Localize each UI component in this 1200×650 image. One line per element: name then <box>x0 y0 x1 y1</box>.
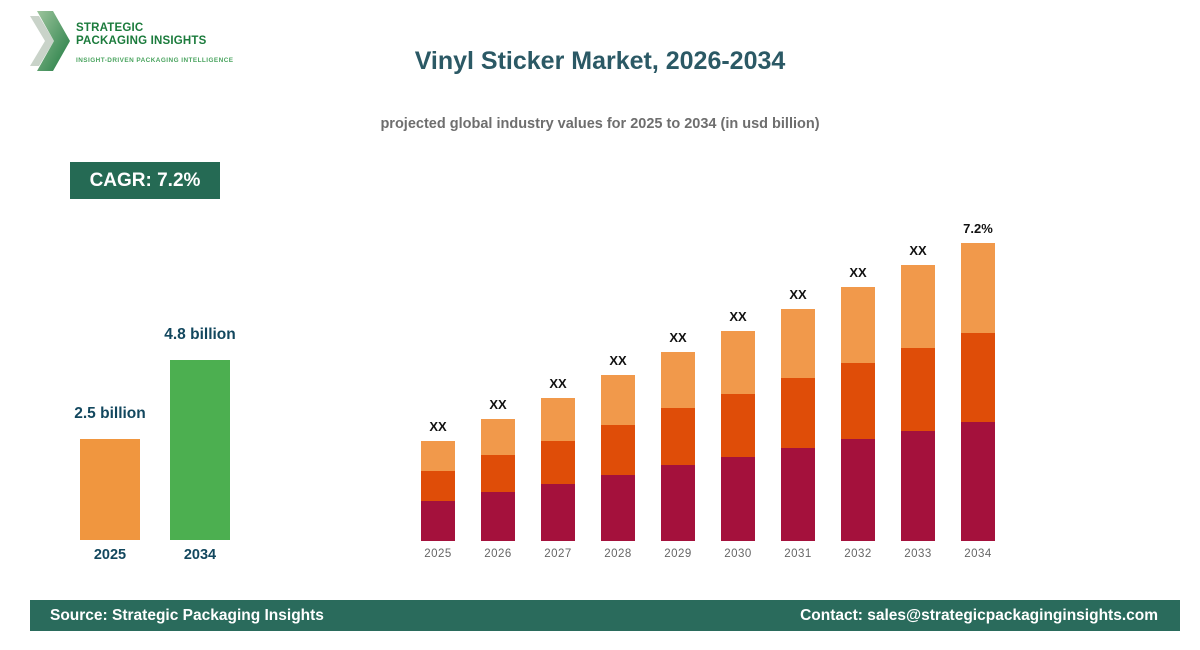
segment-bottom-2032 <box>841 439 875 541</box>
stacked-year-label-2027: 2027 <box>544 548 572 560</box>
segment-top-2028 <box>601 375 635 425</box>
stacked-bar-value-label-2033: XX <box>909 243 927 258</box>
stacked-bar-2034 <box>961 243 995 541</box>
stacked-bar-value-label-2031: XX <box>789 287 807 302</box>
segment-bottom-2029 <box>661 465 695 541</box>
stacked-year-label-2028: 2028 <box>604 548 632 560</box>
page-title: Vinyl Sticker Market, 2026-2034 <box>414 47 786 75</box>
segment-middle-2032 <box>841 363 875 439</box>
chevron-logo-icon <box>30 11 70 71</box>
stacked-bar-value-label-2026: XX <box>489 397 507 412</box>
segment-bottom-2030 <box>721 457 755 541</box>
logo: STRATEGIC PACKAGING INSIGHTS INSIGHT-DRI… <box>30 10 234 72</box>
logo-tagline: INSIGHT-DRIVEN PACKAGING INTELLIGENCE <box>76 57 234 64</box>
stacked-year-label-2030: 2030 <box>724 548 752 560</box>
summary-bar-2034 <box>170 360 230 540</box>
projection-stacked-chart: XX 2025 XX 2026 XX 2027 XX 2028 XX 2029 XX 2030 XX 20… <box>408 185 1008 560</box>
segment-middle-2027 <box>541 441 575 484</box>
stacked-bar-value-label-2030: XX <box>729 309 747 324</box>
segment-middle-2034 <box>961 333 995 422</box>
segment-middle-2030 <box>721 394 755 457</box>
summary-value-label-2025: 2.5 billion <box>74 405 146 422</box>
stacked-bar-2026 <box>481 419 515 541</box>
segment-top-2027 <box>541 398 575 441</box>
stacked-year-label-2034: 2034 <box>964 548 992 560</box>
segment-top-2025 <box>421 441 455 471</box>
stacked-year-label-2032: 2032 <box>844 548 872 560</box>
segment-middle-2025 <box>421 471 455 501</box>
summary-bar-2025 <box>80 439 140 540</box>
segment-bottom-2028 <box>601 475 635 541</box>
stacked-bar-group-2025: XX 2025 <box>408 185 468 560</box>
stacked-year-label-2031: 2031 <box>784 548 812 560</box>
segment-bottom-2026 <box>481 492 515 541</box>
footer-source: Source: Strategic Packaging Insights <box>50 606 324 624</box>
stacked-bar-2030 <box>721 331 755 541</box>
summary-growth-chart: 2.5 billion 2025 4.8 billion 2034 <box>70 320 250 563</box>
stacked-year-label-2033: 2033 <box>904 548 932 560</box>
stacked-bar-2032 <box>841 287 875 541</box>
segment-top-2029 <box>661 352 695 408</box>
stacked-bar-value-label-2029: XX <box>669 330 687 345</box>
segment-top-2033 <box>901 265 935 348</box>
stacked-bar-group-2029: XX 2029 <box>648 185 708 560</box>
summary-year-label-2025: 2025 <box>93 547 127 563</box>
segment-bottom-2034 <box>961 422 995 541</box>
footer-bar: Source: Strategic Packaging Insights Con… <box>30 600 1180 631</box>
segment-top-2034 <box>961 243 995 333</box>
segment-bottom-2025 <box>421 501 455 541</box>
stacked-year-label-2026: 2026 <box>484 548 512 560</box>
stacked-bar-2031 <box>781 309 815 541</box>
stacked-bar-group-2027: XX 2027 <box>528 185 588 560</box>
stacked-bar-value-label-2028: XX <box>609 353 627 368</box>
logo-name-line1: STRATEGIC <box>76 22 144 34</box>
stacked-bar-value-label-2025: XX <box>429 419 447 434</box>
stacked-bar-value-label-2034: 7.2% <box>963 221 993 236</box>
stacked-bar-group-2030: XX 2030 <box>708 185 768 560</box>
stacked-bar-value-label-2027: XX <box>549 376 567 391</box>
stacked-bar-group-2034: 7.2% 2034 <box>948 185 1008 560</box>
summary-bar-group-2025: 2.5 billion 2025 <box>74 320 145 563</box>
segment-top-2032 <box>841 287 875 363</box>
segment-top-2030 <box>721 331 755 394</box>
segment-middle-2029 <box>661 408 695 465</box>
stacked-bar-group-2033: XX 2033 <box>888 185 948 560</box>
stacked-year-label-2029: 2029 <box>664 548 692 560</box>
stacked-bar-value-label-2032: XX <box>849 265 867 280</box>
segment-top-2026 <box>481 419 515 455</box>
footer-contact: Contact: sales@strategicpackaginginsight… <box>800 606 1158 624</box>
segment-bottom-2031 <box>781 448 815 541</box>
segment-top-2031 <box>781 309 815 378</box>
segment-bottom-2027 <box>541 484 575 541</box>
logo-name-line2: PACKAGING INSIGHTS <box>76 35 207 47</box>
segment-middle-2026 <box>481 455 515 492</box>
segment-bottom-2033 <box>901 431 935 541</box>
segment-middle-2033 <box>901 348 935 431</box>
segment-middle-2031 <box>781 378 815 448</box>
summary-bar-group-2034: 4.8 billion 2034 <box>164 320 235 563</box>
stacked-bar-2033 <box>901 265 935 541</box>
stacked-bar-group-2031: XX 2031 <box>768 185 828 560</box>
cagr-badge: CAGR: 7.2% <box>70 162 220 199</box>
summary-year-label-2034: 2034 <box>183 547 217 563</box>
stacked-bar-2027 <box>541 398 575 541</box>
stacked-year-label-2025: 2025 <box>424 548 452 560</box>
stacked-bar-2025 <box>421 441 455 541</box>
stacked-bar-group-2028: XX 2028 <box>588 185 648 560</box>
page-subtitle: projected global industry values for 202… <box>380 116 820 132</box>
summary-value-label-2034: 4.8 billion <box>164 326 236 343</box>
stacked-bar-2029 <box>661 352 695 541</box>
stacked-bar-2028 <box>601 375 635 541</box>
stacked-bar-group-2032: XX 2032 <box>828 185 888 560</box>
stacked-bar-group-2026: XX 2026 <box>468 185 528 560</box>
segment-middle-2028 <box>601 425 635 475</box>
